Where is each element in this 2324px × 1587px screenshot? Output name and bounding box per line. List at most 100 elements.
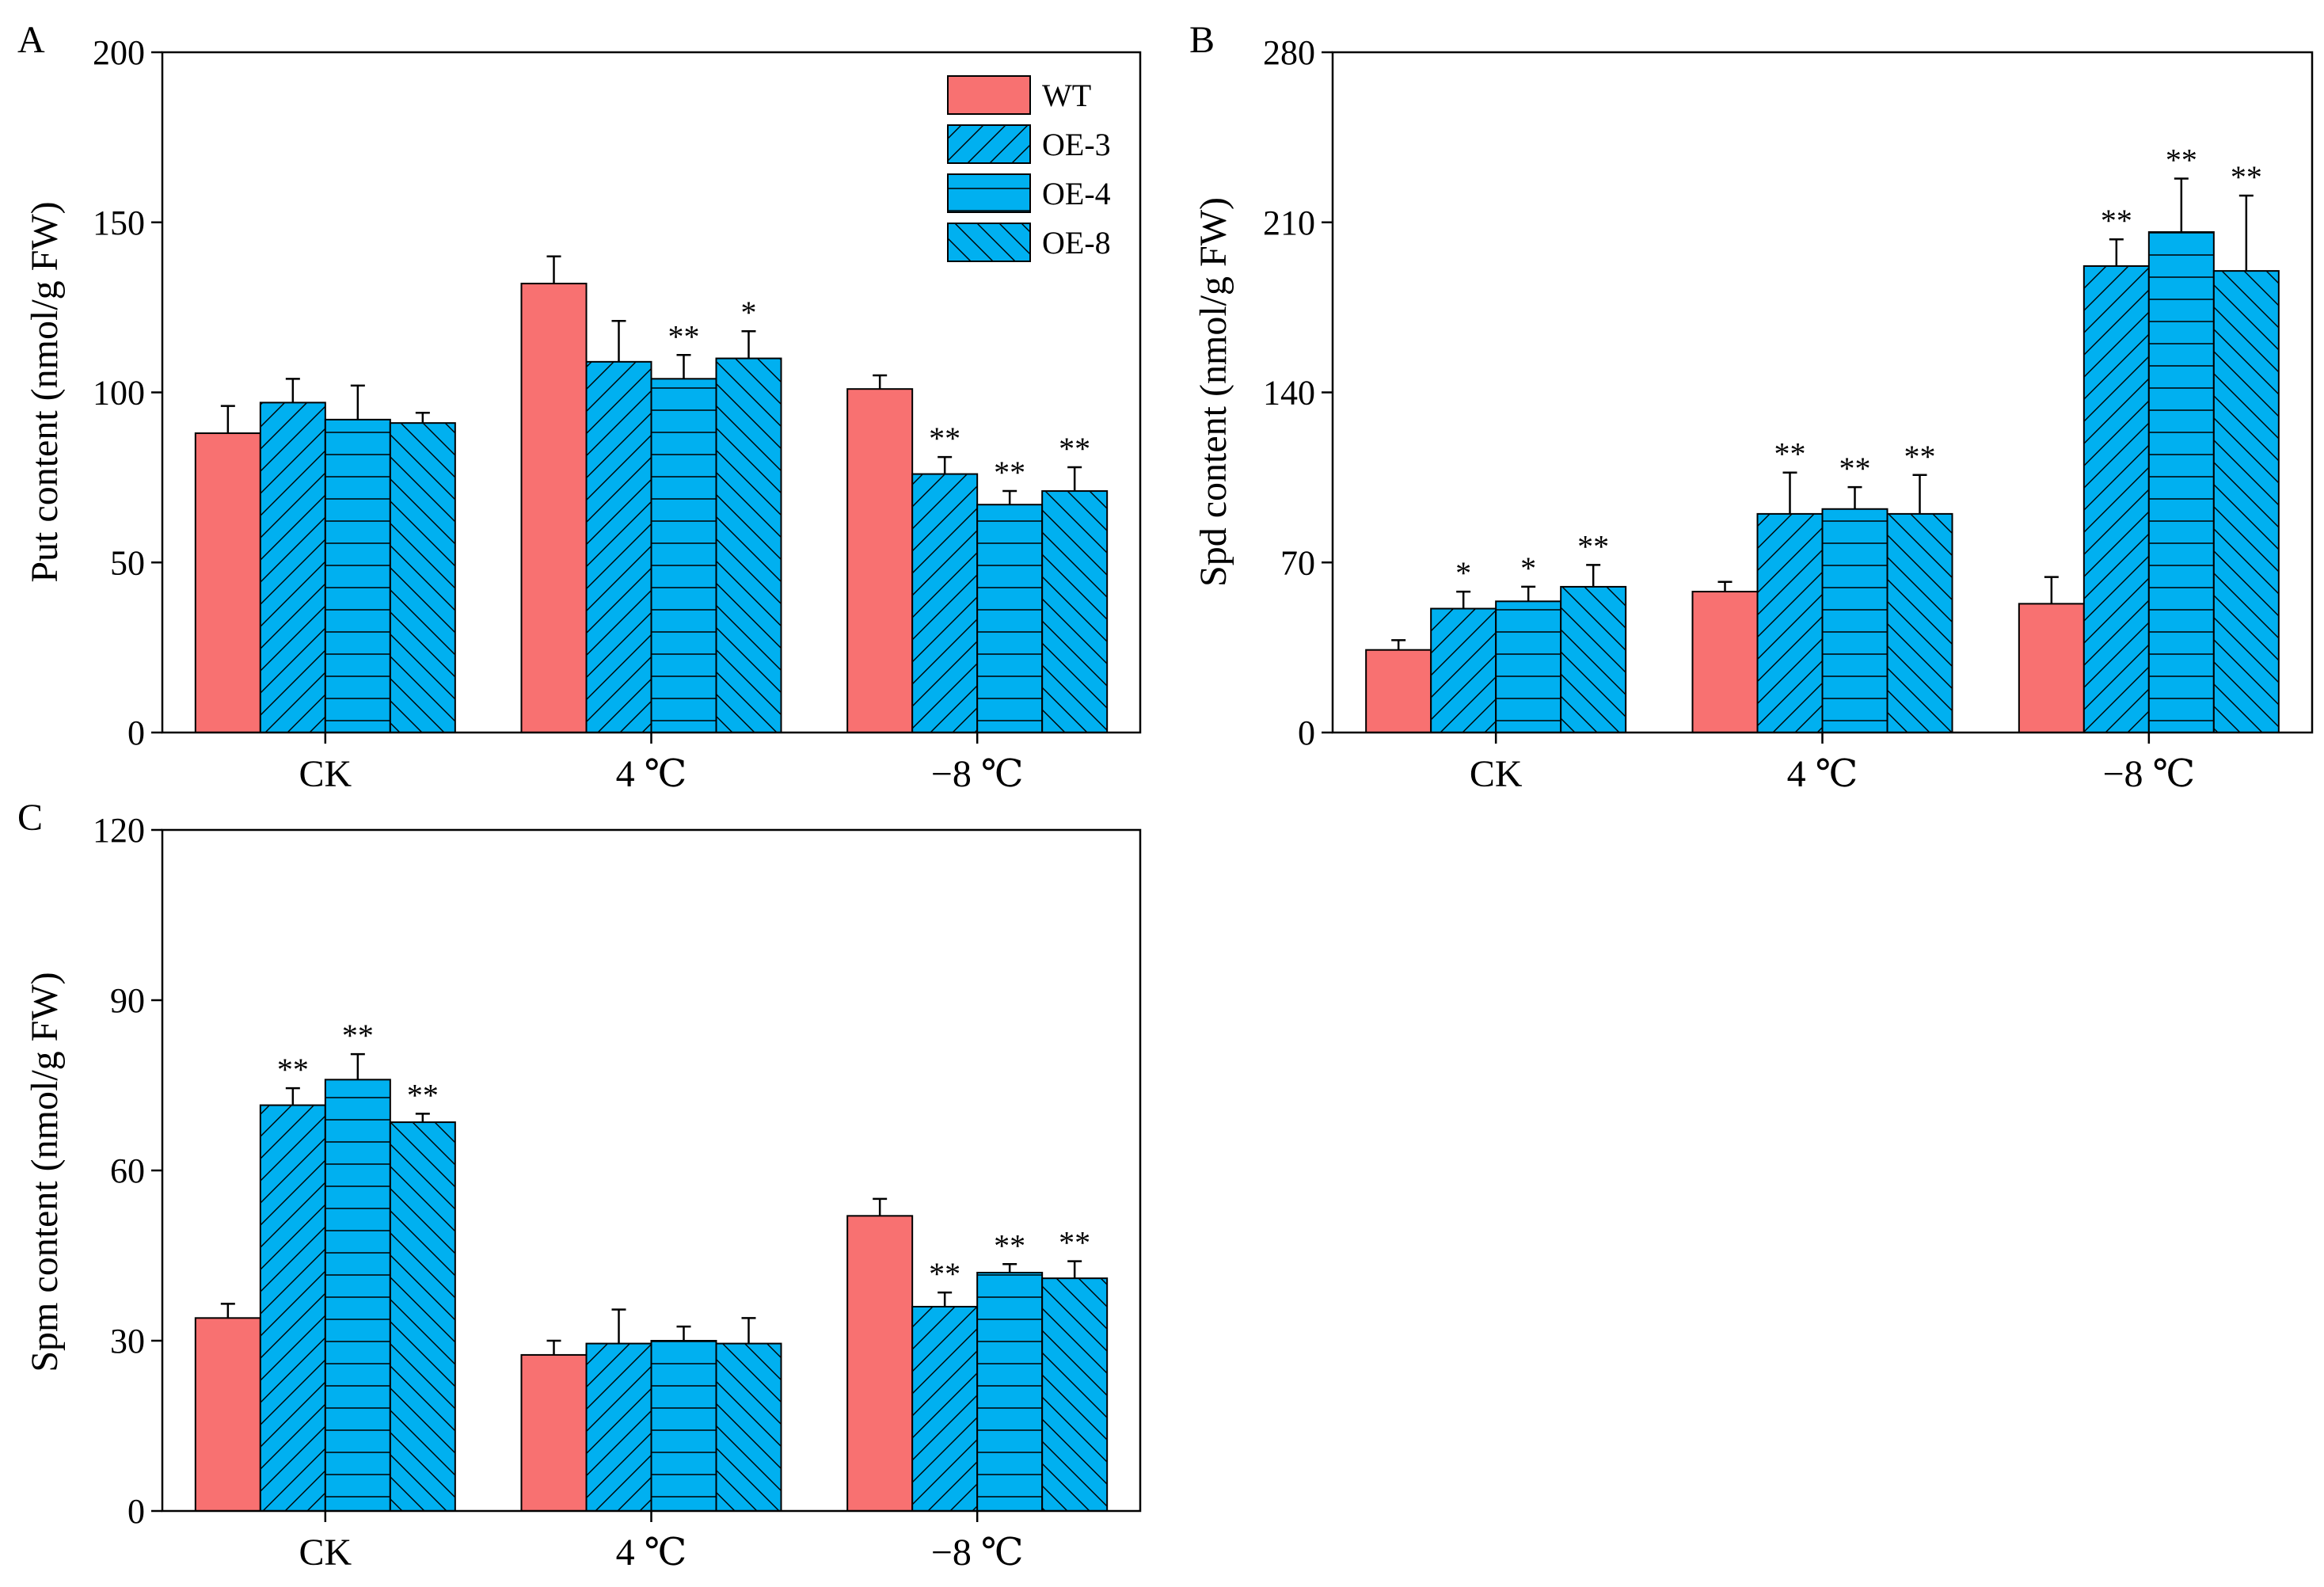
- panel-c-spm-content: C Spm content (nmol/g FW) ** ** ** CK 4 ℃ ** *…: [17, 797, 1142, 1574]
- panel-c-errorbar-wt-ck: [220, 1303, 235, 1319]
- legend-item-oe-8: OE-8: [947, 223, 1111, 262]
- legend-item-oe-3: OE-3: [947, 124, 1111, 164]
- panel-b-bar-wt-minus-8: [2018, 603, 2085, 733]
- panel-letter-c: C: [17, 797, 43, 839]
- panel-a-x-tick-label-4: 4 ℃: [616, 753, 687, 795]
- panel-a-errorbar-oe-4-ck: [350, 384, 365, 420]
- panel-a-errorbar-oe-3-ck: [285, 378, 300, 403]
- panel-a-errorbar-oe-4-4: [676, 354, 691, 379]
- panel-a-errorbar-wt-ck: [220, 405, 235, 434]
- panel-c-bar-oe-4-4: [650, 1340, 717, 1512]
- panel-b-errorbar-oe-8-minus-8: [2238, 194, 2254, 272]
- legend-label-oe-4: OE-4: [1042, 176, 1111, 211]
- panel-b-bar-oe-3-minus-8: [2082, 264, 2150, 733]
- panel-b-errorbar-oe-3-4: [1782, 471, 1797, 514]
- panel-a-y-tick-label-0: 0: [127, 714, 145, 752]
- panel-a-bar-oe-8-4: [715, 357, 782, 733]
- panel-b-y-tick-label-0: 0: [1298, 714, 1315, 752]
- panel-b-errorbar-oe-8-4: [1912, 474, 1927, 514]
- panel-a-bar-wt-4: [520, 283, 588, 733]
- panel-a-bar-oe-3-minus-8: [911, 473, 979, 734]
- panel-b-errorbar-oe-4-minus-8: [2174, 177, 2189, 233]
- panel-a-y-tick-label-200: 200: [93, 33, 145, 72]
- y-axis-title-c: Spm content (nmol/g FW): [24, 972, 66, 1372]
- panel-c-errorbar-oe-3-minus-8: [938, 1291, 953, 1307]
- panel-a-errorbar-oe-4-minus-8: [1002, 489, 1017, 505]
- legend-label-wt: WT: [1042, 78, 1091, 113]
- panel-c-bar-oe-3-4: [585, 1342, 652, 1513]
- panel-b-bar-oe-4-ck: [1495, 600, 1562, 733]
- panel-b-y-tick-label-210: 210: [1263, 204, 1315, 242]
- panel-b-errorbar-oe-3-ck: [1456, 590, 1471, 609]
- panel-b-errorbar-wt-ck: [1391, 639, 1406, 650]
- panel-a-x-tick-label-ck: CK: [299, 753, 352, 795]
- panel-b-y-tick-label-70: 70: [1280, 543, 1315, 582]
- panel-b-x-tick-label-minus-8: −8 ℃: [2102, 753, 2195, 795]
- panel-c-errorbar-oe-8-ck: [415, 1113, 430, 1123]
- panel-a-bar-oe-4-4: [650, 378, 717, 733]
- legend-swatch-oe-3: [947, 124, 1031, 164]
- panel-b-errorbar-oe-3-minus-8: [2109, 238, 2124, 266]
- panel-c-errorbar-wt-4: [546, 1339, 561, 1355]
- panel-c-errorbar-wt-minus-8: [873, 1197, 888, 1216]
- panel-a-y-tick-label-100: 100: [93, 374, 145, 413]
- panel-b-sig-oe-4-ck: *: [1520, 550, 1536, 586]
- panel-b-bar-oe-8-minus-8: [2212, 270, 2280, 734]
- panel-a-sig-oe-4-4: **: [668, 318, 700, 354]
- panel-b-sig-oe-3-ck: *: [1455, 555, 1471, 591]
- panel-c-y-tick-label-60: 60: [110, 1151, 145, 1190]
- panel-b-bar-oe-8-4: [1886, 512, 1953, 734]
- panel-b-sig-oe-4-minus-8: **: [2166, 143, 2197, 178]
- panel-b-y-tick-label-280: 280: [1263, 33, 1315, 72]
- y-axis-title-b: Spd content (nmol/g FW): [1192, 197, 1234, 587]
- panel-c-sig-oe-4-ck: **: [342, 1018, 374, 1053]
- panel-a-plot-frame: [161, 51, 1142, 734]
- legend-swatch-oe-8: [947, 223, 1031, 262]
- panel-a-errorbar-oe-3-minus-8: [938, 455, 953, 474]
- panel-c-x-tick-label-minus-8: −8 ℃: [931, 1532, 1024, 1574]
- panel-a-errorbar-oe-8-4: [741, 329, 756, 359]
- panel-letter-a: A: [17, 19, 45, 61]
- panel-b-sig-oe-8-4: **: [1904, 439, 1936, 474]
- panel-a-errorbar-wt-4: [546, 255, 561, 284]
- panel-b-sig-oe-3-4: **: [1774, 436, 1806, 472]
- legend-swatch-wt: [947, 75, 1031, 115]
- panel-b-bar-oe-4-4: [1821, 508, 1888, 733]
- panel-c-errorbar-oe-3-4: [611, 1308, 626, 1344]
- panel-b-sig-oe-8-minus-8: **: [2231, 159, 2262, 195]
- panel-a-errorbar-oe-3-4: [611, 320, 626, 362]
- panel-a-bar-wt-ck: [194, 432, 261, 733]
- panel-a-x-tick-label-minus-8: −8 ℃: [931, 753, 1024, 795]
- panel-a-bar-oe-8-ck: [389, 422, 456, 734]
- panel-c-bar-oe-3-ck: [259, 1104, 326, 1513]
- panel-b-plot-frame: [1331, 51, 2314, 734]
- panel-a-bar-oe-3-ck: [259, 402, 326, 733]
- panel-c-y-tick-label-90: 90: [110, 981, 145, 1020]
- panel-c-bar-wt-4: [520, 1353, 588, 1512]
- panel-b-bar-wt-4: [1691, 591, 1759, 733]
- y-axis-title-a: Put content (nmol/g FW): [24, 201, 66, 582]
- panel-a-put-content: A Put content (nmol/g FW) CK***4 ℃******…: [17, 19, 1142, 795]
- panel-a-bar-oe-4-minus-8: [976, 504, 1044, 733]
- panel-b-spd-content: B Spd content (nmol/g FW) * ***CK** ** **4 …: [1189, 19, 2314, 795]
- panel-c-y-tick-label-30: 30: [110, 1322, 145, 1361]
- panel-c-errorbar-oe-3-ck: [285, 1087, 300, 1106]
- panel-b-x-tick-label-4: 4 ℃: [1787, 753, 1858, 795]
- panel-c-sig-oe-8-ck: **: [407, 1077, 439, 1113]
- panel-a-sig-oe-8-minus-8: **: [1059, 431, 1090, 466]
- panel-c-y-tick-label-0: 0: [127, 1492, 145, 1531]
- panel-a-sig-oe-8-4: *: [741, 295, 757, 330]
- panel-b-bar-oe-3-4: [1756, 512, 1824, 734]
- panel-c-errorbar-oe-4-minus-8: [1002, 1263, 1017, 1273]
- panel-a-y-tick-label-50: 50: [110, 543, 145, 582]
- panel-c-errorbar-oe-8-4: [741, 1317, 756, 1344]
- panel-b-bar-wt-ck: [1365, 649, 1432, 734]
- panel-c-sig-oe-3-ck: **: [277, 1052, 309, 1087]
- panel-c-errorbar-oe-4-ck: [350, 1052, 365, 1080]
- panel-a-y-tick-label-150: 150: [93, 204, 145, 242]
- panel-a-bar-wt-minus-8: [846, 388, 914, 733]
- panel-letter-b: B: [1189, 19, 1215, 61]
- panel-c-bar-oe-8-ck: [389, 1121, 456, 1513]
- panel-a-sig-oe-4-minus-8: **: [994, 455, 1025, 490]
